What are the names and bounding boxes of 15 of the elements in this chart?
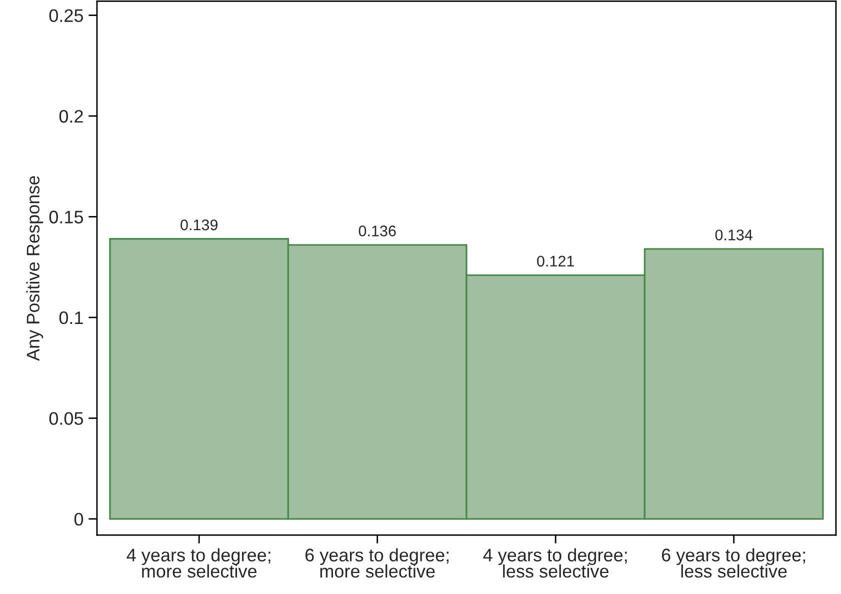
data-label: 0.139	[180, 220, 218, 230]
y-tick-label: 0.2	[59, 110, 83, 123]
data-label: 0.134	[715, 230, 752, 240]
y-tick-label: 0.15	[49, 210, 84, 224]
y-tick-label: 0.1	[59, 311, 83, 324]
x-tick-label: 4 years to degree; less selective	[483, 548, 627, 578]
x-tick-label: 6 years to degree; less selective	[662, 548, 805, 578]
x-tick-label: 4 years to degree; more selective	[126, 548, 270, 578]
x-tick-label: 6 years to degree; more selective	[305, 548, 448, 578]
y-tick-label: 0.25	[49, 9, 84, 22]
data-label: 0.136	[358, 226, 396, 236]
y-axis-title: Any Positive Response	[26, 176, 44, 361]
y-tick-label: 0	[74, 512, 84, 526]
data-label: 0.121	[537, 256, 574, 267]
y-tick-label: 0.05	[49, 412, 84, 425]
